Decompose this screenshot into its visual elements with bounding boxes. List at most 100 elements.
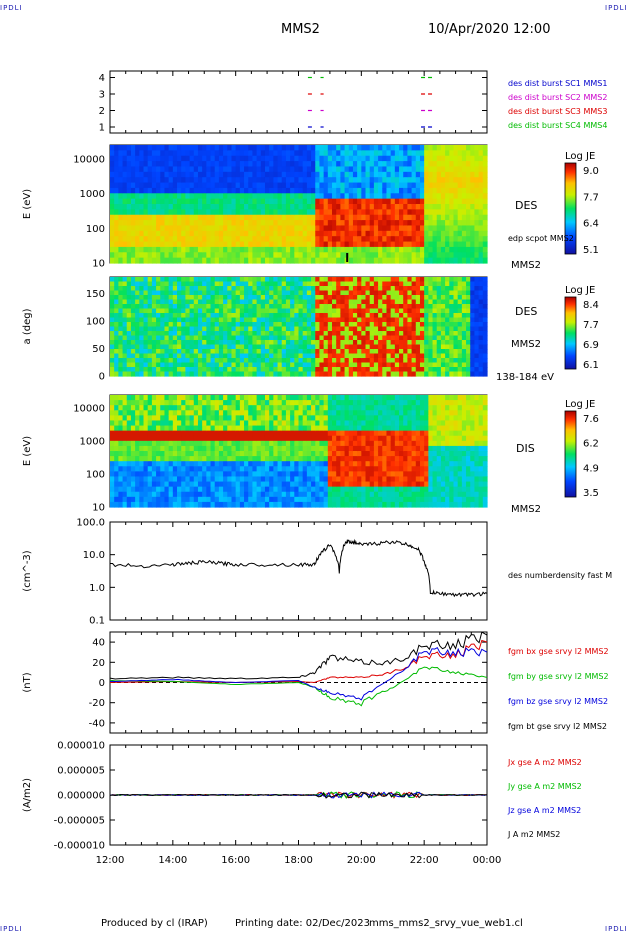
des-pitch-cell: [399, 308, 404, 314]
des-pitch-cell: [419, 281, 425, 287]
dis-energy-cell: [185, 476, 191, 483]
des-energy-cell: [202, 150, 207, 157]
des-energy-cell: [411, 166, 417, 173]
des-pitch-cell: [315, 331, 321, 337]
des-energy-cell: [361, 209, 367, 216]
des-energy-cell: [357, 252, 362, 259]
des-pitch-cell: [315, 362, 321, 368]
des-energy-cell: [344, 166, 350, 173]
des-pitch-cell: [294, 281, 300, 287]
dis-energy-cell: [189, 476, 195, 483]
dis-energy-cell: [193, 466, 199, 472]
dis-energy-cell: [118, 405, 124, 411]
des-pitch-cell: [177, 331, 182, 337]
des-energy-cell: [340, 187, 346, 194]
dis-energy-cell: [164, 456, 170, 462]
des-energy-cell: [461, 155, 467, 162]
des-energy-cell: [164, 209, 170, 216]
des-energy-cell: [172, 187, 178, 194]
des-energy-cell: [319, 150, 325, 157]
des-pitch-cell: [294, 367, 300, 373]
des-energy-cell: [466, 241, 471, 248]
des-energy-cell: [202, 198, 207, 205]
des-pitch-cell: [197, 317, 203, 323]
des-energy-cell: [248, 150, 254, 157]
des-pitch-cell: [202, 295, 207, 301]
des-pitch-cell: [407, 331, 413, 337]
des-energy-cell: [311, 246, 316, 253]
des-pitch-cell: [139, 286, 145, 292]
dis-energy-cell: [197, 430, 203, 437]
des-pitch-cell: [323, 277, 329, 283]
des-pitch-cell: [147, 281, 153, 287]
des-pitch-cell: [298, 290, 304, 296]
des-pitch-cell: [424, 358, 429, 364]
des-energy-cell: [269, 177, 274, 184]
des-energy-cell: [445, 209, 450, 216]
des-energy-cell: [114, 204, 119, 210]
des-pitch-cell: [277, 353, 283, 359]
des-pitch-cell: [432, 290, 438, 296]
des-energy-cell: [453, 236, 459, 243]
dis-energy-cell: [210, 451, 216, 457]
des-energy-cell: [365, 145, 371, 151]
des-pitch-cell: [231, 340, 237, 346]
des-energy-cell: [244, 236, 249, 243]
des-pitch-cell: [378, 362, 383, 368]
des-pitch-cell: [419, 322, 425, 328]
des-pitch-cell: [340, 295, 346, 301]
des-pitch-cell: [474, 322, 480, 328]
des-energy-cell: [260, 193, 266, 200]
des-energy-cell: [306, 161, 312, 168]
dis-energy-cell: [168, 461, 174, 467]
des-energy-cell: [206, 236, 212, 243]
des-energy-cell: [118, 230, 124, 237]
des-energy-cell: [197, 145, 203, 151]
des-pitch-cell: [285, 295, 291, 301]
des-energy-cell: [256, 246, 262, 253]
des-energy-cell: [135, 182, 140, 189]
des-pitch-cell: [373, 322, 379, 328]
des-energy-cell: [445, 171, 450, 178]
des-energy-cell: [185, 150, 191, 157]
dis-energy-cell: [206, 481, 212, 488]
des-pitch-cell: [277, 313, 283, 319]
des-energy-cell: [332, 177, 337, 184]
des-energy-cell: [231, 230, 237, 237]
des-pitch-cell: [227, 281, 233, 287]
des-energy-cell: [399, 220, 404, 227]
des-pitch-cell: [344, 349, 350, 355]
des-energy-cell: [143, 230, 149, 237]
des-energy-cell: [306, 209, 312, 216]
des-energy-cell: [424, 145, 429, 151]
des-energy-cell: [218, 204, 224, 210]
des-energy-cell: [428, 225, 434, 232]
des-energy-cell: [143, 182, 149, 189]
des-energy-cell: [457, 257, 463, 264]
des-energy-cell: [197, 166, 203, 173]
dis-energy-cell: [218, 461, 224, 467]
des-energy-cell: [235, 145, 241, 151]
des-pitch-cell: [440, 358, 446, 364]
des-pitch-cell: [285, 299, 291, 305]
des-pitch-cell: [156, 331, 161, 337]
dis-energy-cell: [168, 456, 174, 462]
des-pitch-cell: [348, 326, 354, 332]
des-energy-cell: [340, 166, 346, 173]
des-pitch-cell: [269, 362, 274, 368]
des-energy-cell: [411, 198, 417, 205]
dis-energy-cell: [122, 476, 128, 483]
des-energy-cell: [193, 252, 199, 259]
des-energy-cell: [327, 145, 333, 151]
des-pitch-cell: [147, 322, 153, 328]
des-pitch-cell: [260, 308, 266, 314]
dis-energy-cell: [193, 420, 199, 427]
des-pitch-cell: [457, 317, 463, 323]
des-energy-cell: [285, 198, 291, 205]
des-energy-cell: [474, 171, 480, 178]
dis-energy-cell: [147, 410, 153, 416]
des-pitch-cell: [445, 299, 450, 305]
des-energy-cell: [453, 145, 459, 151]
des-pitch-cell: [478, 290, 484, 296]
des-pitch-cell: [394, 335, 400, 341]
